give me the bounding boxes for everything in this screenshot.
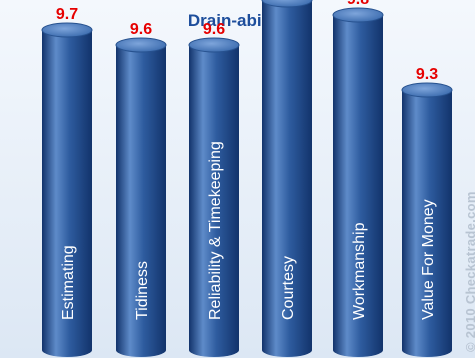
category-label-courtesy: Courtesy — [280, 256, 297, 320]
bar-reliability-timekeeping: 9.6 Reliability & Timekeeping — [188, 21, 240, 357]
category-label-estimating: Estimating — [60, 245, 77, 320]
value-label-reliability-timekeeping: 9.6 — [203, 21, 225, 38]
bar-body-value-for-money — [402, 90, 452, 357]
bar-value-for-money: 9.3 Value For Money — [401, 66, 453, 357]
bar-top-workmanship — [332, 7, 384, 23]
bar-courtesy: 9.9Courtesy — [261, 0, 313, 357]
bar-estimating: 9.7 Estimating — [41, 6, 93, 357]
value-label-workmanship: 9.8 — [347, 0, 369, 8]
bars-group: 9.7 Estimating 9.6 Tidiness 9.6 Reliability &… — [41, 0, 453, 357]
bar-top-tidiness — [115, 37, 167, 53]
bar-top-reliability-timekeeping — [188, 37, 240, 53]
category-label-workmanship: Workmanship — [351, 222, 368, 320]
bar-body-workmanship — [333, 15, 383, 357]
bar-body-reliability-timekeeping — [189, 45, 239, 357]
value-label-estimating: 9.7 — [56, 6, 78, 23]
bar-top-estimating — [41, 22, 93, 38]
bar-top-value-for-money — [401, 82, 453, 98]
bar-workmanship: 9.8 Workmanship — [332, 0, 384, 357]
bar-tidiness: 9.6 Tidiness — [115, 21, 167, 357]
bar-body-estimating — [42, 30, 92, 357]
chart-title: Drain-ability — [188, 11, 287, 30]
copyright-watermark: © 2010 Checkatrade.com — [463, 191, 475, 352]
bar-top-courtesy — [261, 0, 313, 8]
category-label-reliability-timekeeping: Reliability & Timekeeping — [207, 141, 224, 320]
bar-body-tidiness — [116, 45, 166, 357]
category-label-tidiness: Tidiness — [134, 261, 151, 320]
value-label-tidiness: 9.6 — [130, 21, 152, 38]
value-label-value-for-money: 9.3 — [416, 66, 438, 83]
category-label-value-for-money: Value For Money — [420, 199, 437, 320]
bar-body-courtesy — [262, 0, 312, 357]
